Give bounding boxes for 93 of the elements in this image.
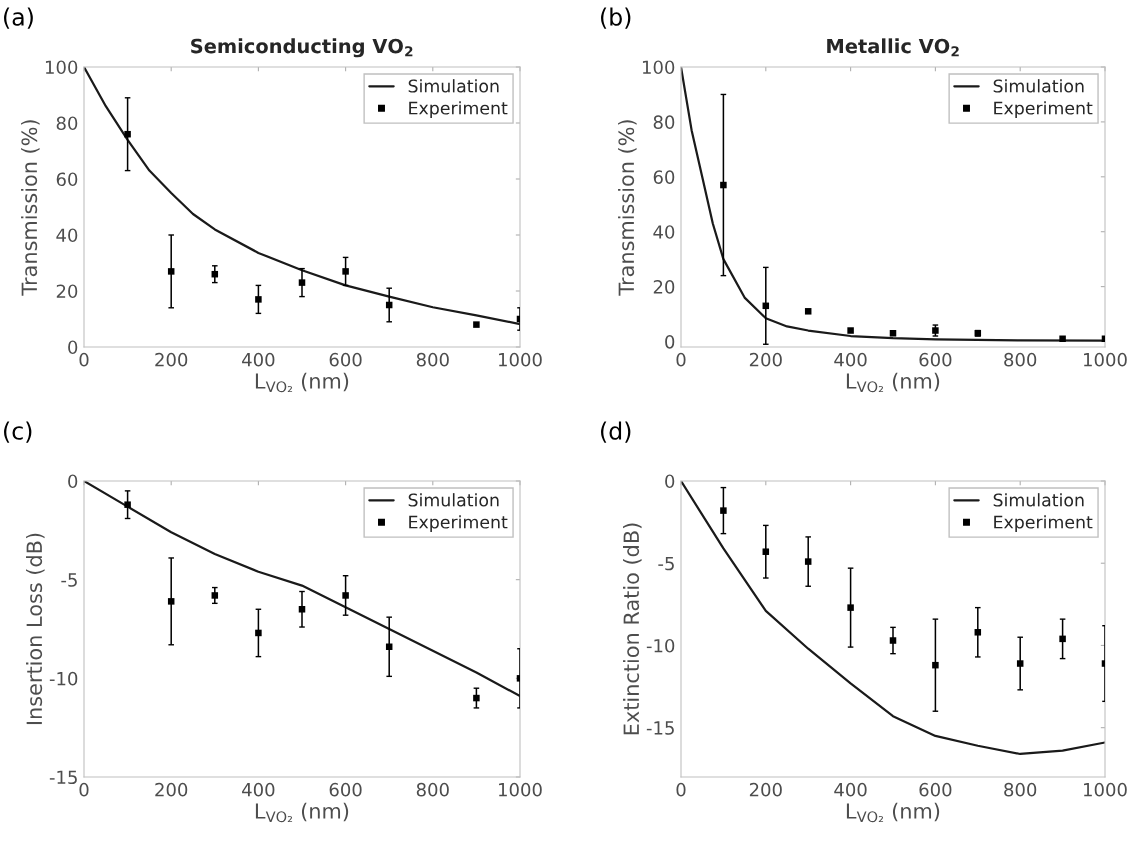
x-axis-title: L$_{VO₂}$ (nm) [255, 802, 349, 823]
y-tick-label: 0 [665, 474, 675, 489]
point [342, 268, 349, 275]
text: (b) [601, 7, 631, 29]
point [473, 321, 480, 328]
y-tick-label: 20 [56, 284, 78, 299]
point [167, 268, 175, 275]
point [720, 507, 727, 514]
x-tick-label: 600 [329, 352, 362, 367]
y-tick-label: 100 [642, 60, 675, 75]
y-tick-label: 40 [653, 225, 675, 239]
legend-label: Experiment [409, 515, 508, 532]
x-tick-label: 1000 [499, 352, 542, 367]
y-axis-title: Transmission (%) [21, 120, 40, 296]
x-tick-label: 400 [242, 782, 275, 797]
legend-label: Experiment [994, 101, 1093, 118]
point [167, 598, 175, 605]
point [889, 637, 897, 644]
y-tick-label: -10 [646, 638, 675, 653]
y-tick-label: 80 [653, 115, 675, 130]
legend-label: Experiment [409, 101, 508, 118]
y-tick-label: 20 [653, 280, 675, 294]
y-tick-label: 80 [56, 116, 78, 131]
y-tick-label: 0 [68, 340, 78, 355]
point [932, 661, 939, 669]
x-tick-label: 0 [676, 782, 686, 797]
point [1016, 660, 1024, 667]
point [1059, 335, 1066, 343]
y-tick-label: 100 [45, 60, 78, 75]
text: (a) [4, 7, 33, 29]
y-tick-label: -5 [61, 573, 77, 587]
x-tick-label: 800 [416, 782, 449, 797]
y-tick-label: 40 [56, 228, 78, 243]
point [298, 606, 306, 613]
x-tick-label: 600 [329, 782, 362, 797]
y-axis-title: Extinction Ratio (dB) [623, 523, 642, 735]
point [762, 548, 770, 555]
x-tick-label: 600 [919, 782, 952, 797]
point [889, 330, 897, 337]
point [473, 694, 480, 702]
x-tick-label: 400 [242, 352, 275, 367]
x-tick-label: 800 [1004, 782, 1037, 797]
text: (c) [4, 421, 32, 443]
x-tick-label: 0 [79, 352, 89, 367]
x-tick-label: 800 [1004, 352, 1037, 367]
point [342, 592, 349, 599]
text: (d) [601, 421, 631, 443]
legend-label: Experiment [994, 515, 1093, 532]
point [255, 296, 262, 303]
x-tick-label: 0 [79, 782, 89, 797]
x-tick-label: 600 [919, 352, 952, 367]
point [298, 279, 306, 286]
legend-label: Simulation [993, 493, 1084, 507]
point [847, 327, 854, 334]
point [720, 181, 727, 189]
y-tick-label: -15 [49, 770, 77, 785]
y-tick-label: -15 [646, 721, 674, 735]
y-tick-label: -5 [658, 556, 674, 571]
x-tick-label: 1000 [499, 782, 542, 797]
y-axis-title: Insertion Loss (dB) [26, 533, 45, 725]
x-tick-label: 0 [676, 352, 686, 367]
point [974, 629, 982, 636]
x-axis-title: L$_{VO₂}$ (nm) [255, 372, 349, 393]
point [1059, 635, 1066, 643]
point [804, 308, 812, 315]
x-tick-label: 200 [155, 782, 188, 797]
x-tick-label: 400 [834, 352, 867, 367]
x-axis-title: L$_{VO₂}$ (nm) [846, 802, 940, 823]
y-tick-label: -10 [49, 671, 78, 686]
legend-label: Simulation [993, 79, 1084, 93]
y-tick-label: 60 [56, 172, 78, 187]
point [255, 629, 262, 637]
point [804, 558, 812, 565]
point [847, 604, 854, 611]
y-tick-label: 0 [665, 334, 675, 349]
chart-title: Semiconducting VO$_{2}$ [191, 38, 413, 58]
point [124, 130, 131, 138]
y-tick-label: 0 [68, 474, 78, 489]
x-tick-label: 200 [749, 782, 782, 797]
x-tick-label: 1000 [1084, 352, 1127, 367]
y-tick-label: 60 [653, 170, 675, 184]
legend-label: Simulation [408, 493, 499, 507]
x-axis-title: L$_{VO₂}$ (nm) [846, 372, 940, 393]
point [124, 501, 131, 508]
y-axis-title: Transmission (%) [618, 120, 637, 296]
x-tick-label: 200 [155, 352, 188, 367]
x-tick-label: 200 [749, 352, 782, 367]
legend-label: Simulation [408, 79, 499, 93]
chart-title: Metallic VO$_{2}$ [827, 38, 959, 57]
x-tick-label: 800 [416, 352, 449, 367]
x-tick-label: 400 [834, 782, 867, 797]
x-tick-label: 1000 [1084, 782, 1127, 797]
point [211, 592, 219, 599]
